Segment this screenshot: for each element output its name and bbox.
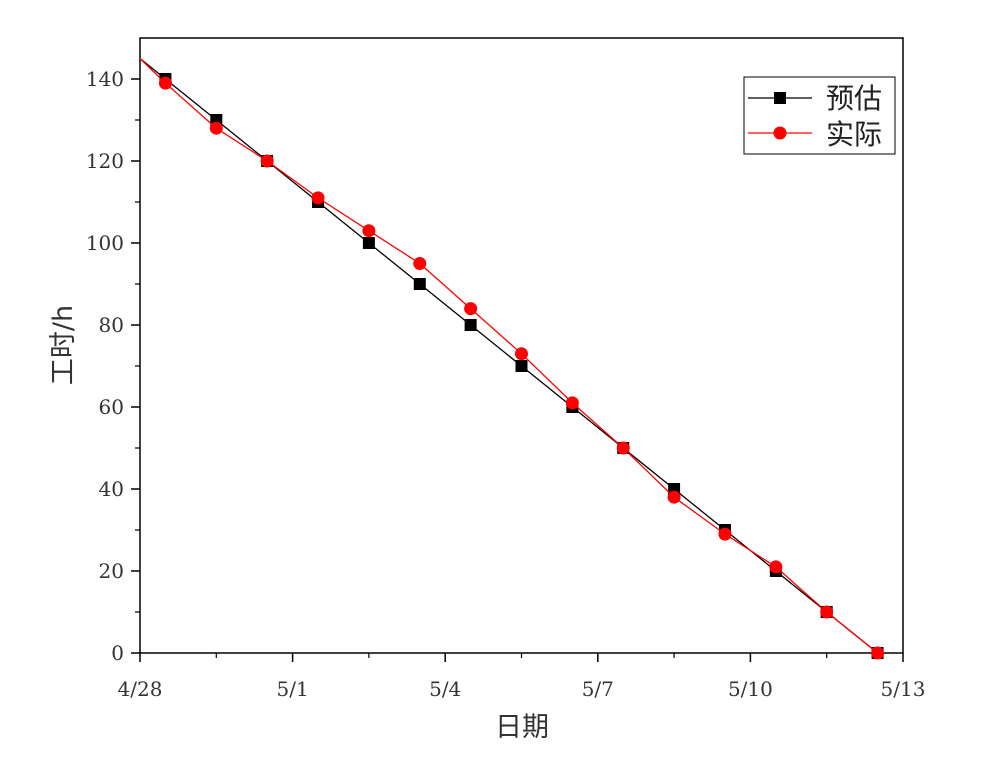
data-point-circle xyxy=(718,527,732,541)
y-tick-label: 40 xyxy=(99,477,124,501)
y-tick-label: 20 xyxy=(99,559,124,583)
legend-label-actual: 实际 xyxy=(826,118,882,151)
y-tick-label: 140 xyxy=(86,67,124,91)
data-point-circle xyxy=(616,441,630,455)
data-point-square xyxy=(464,319,477,331)
y-tick-label: 120 xyxy=(86,149,124,173)
x-tick-label: 5/7 xyxy=(582,677,614,701)
x-axis-title: 日期 xyxy=(495,712,549,743)
y-tick-label: 0 xyxy=(111,641,124,665)
data-point-circle xyxy=(515,347,528,361)
legend: 预估 实际 xyxy=(743,76,896,155)
data-point-circle xyxy=(209,121,223,135)
x-tick-label: 5/4 xyxy=(429,677,461,701)
data-point-circle xyxy=(464,302,478,316)
series-layer xyxy=(139,57,885,660)
legend-marker-estimate xyxy=(774,92,786,104)
data-point-circle xyxy=(667,490,681,504)
y-axis: 0 20 40 60 80 100 120 140 xyxy=(86,67,140,665)
data-point-square xyxy=(413,278,426,290)
y-tick-label: 60 xyxy=(99,395,124,419)
series-line-1 xyxy=(139,58,879,654)
x-axis: 4/28 5/1 5/4 5/7 5/10 5/13 xyxy=(118,653,926,701)
data-point-circle xyxy=(820,605,834,619)
legend-label-estimate: 预估 xyxy=(826,82,882,115)
data-point-circle xyxy=(311,191,325,205)
y-axis-title: 工时/h xyxy=(48,305,79,385)
data-point-circle xyxy=(769,560,783,574)
x-tick-label: 5/13 xyxy=(881,677,926,701)
x-tick-label: 5/10 xyxy=(728,677,773,701)
legend-marker-actual xyxy=(773,126,787,140)
data-point-circle xyxy=(260,154,274,168)
data-point-circle xyxy=(565,396,579,410)
x-tick-label: 5/1 xyxy=(277,677,309,701)
data-point-square xyxy=(515,360,528,372)
y-tick-label: 100 xyxy=(86,231,124,255)
y-tick-label: 80 xyxy=(99,313,124,337)
data-point-circle xyxy=(158,76,172,90)
x-tick-label: 4/28 xyxy=(118,677,163,701)
legend-box xyxy=(743,76,896,155)
data-point-square xyxy=(362,237,375,249)
data-point-circle xyxy=(413,257,427,270)
data-point-circle xyxy=(871,646,885,660)
data-point-circle xyxy=(362,224,376,238)
